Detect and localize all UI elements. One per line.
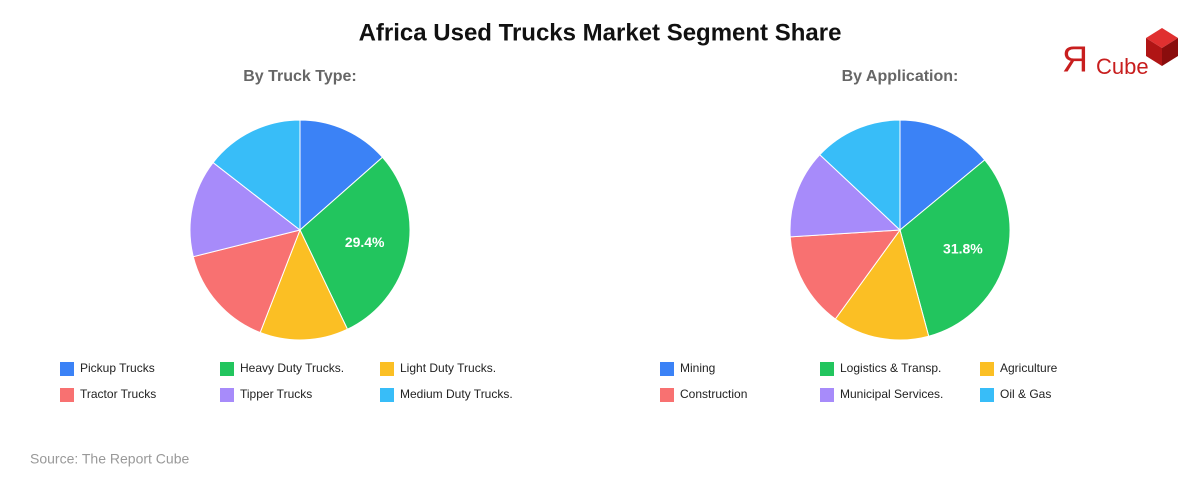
logo-text: Cube — [1096, 54, 1149, 79]
pie-slice — [299, 156, 411, 330]
pie-slice — [834, 228, 930, 341]
pie-slice — [789, 153, 902, 238]
legend-label: Agriculture — [1000, 361, 1058, 375]
legend-label: Pickup Trucks — [80, 361, 155, 375]
legend-swatch — [980, 388, 994, 402]
legend-swatch — [380, 362, 394, 376]
legend-swatch — [820, 362, 834, 376]
legend-swatch — [60, 362, 74, 376]
pie-title: By Application: — [842, 68, 959, 85]
pie-slice — [899, 119, 986, 232]
legend-label: Construction — [680, 387, 747, 401]
value-label: 31.8% — [943, 241, 983, 257]
pie-slice — [899, 159, 1011, 337]
legend-swatch — [220, 388, 234, 402]
legend-label: Municipal Services. — [840, 387, 943, 401]
pie-slice — [192, 229, 301, 334]
pie-slice — [259, 228, 349, 341]
legend-label: Medium Duty Trucks. — [400, 387, 513, 401]
legend-swatch — [980, 362, 994, 376]
legend-swatch — [660, 362, 674, 376]
logo-mark: Я — [1062, 39, 1088, 80]
pie-slice — [299, 119, 384, 232]
pie-slice — [819, 119, 901, 232]
pie-slice — [789, 229, 902, 320]
page-title: Africa Used Trucks Market Segment Share — [359, 19, 842, 46]
legend-label: Heavy Duty Trucks. — [240, 361, 344, 375]
legend-swatch — [220, 362, 234, 376]
legend-label: Tractor Trucks — [80, 387, 156, 401]
legend-label: Light Duty Trucks. — [400, 361, 496, 375]
source: Source: The Report Cube — [30, 451, 189, 467]
legend-swatch — [380, 388, 394, 402]
logo: Я Cube — [1062, 28, 1178, 80]
pie-slice — [189, 161, 302, 258]
legend-swatch — [820, 388, 834, 402]
legend-label: Mining — [680, 361, 715, 375]
legend-swatch — [660, 388, 674, 402]
legend-label: Tipper Trucks — [240, 387, 312, 401]
pie-slice — [212, 119, 301, 232]
legend-swatch — [60, 388, 74, 402]
pie-title: By Truck Type: — [243, 68, 357, 85]
legend-label: Logistics & Transp. — [840, 361, 941, 375]
value-label: 29.4% — [345, 234, 385, 250]
legend-label: Oil & Gas — [1000, 387, 1051, 401]
